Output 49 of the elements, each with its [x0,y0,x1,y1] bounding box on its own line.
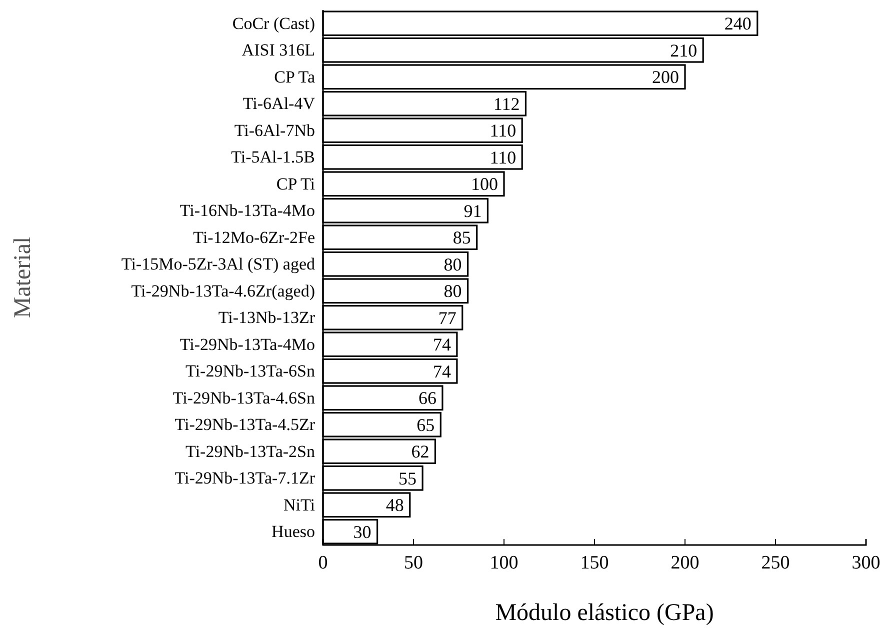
y-axis-title: Material [10,236,36,318]
x-tick-label: 100 [490,552,518,574]
y-tick-label: Ti-29Nb-13Ta-7.1Zr [174,468,316,488]
data-label: 240 [724,14,752,34]
x-tick-label: 200 [670,552,700,574]
data-label: 80 [444,254,462,274]
data-label: 110 [490,147,516,168]
y-tick-label: Ti-16Nb-13Ta-4Mo [180,201,315,220]
y-tick-label: Ti-6Al-4V [242,94,316,114]
data-label: 30 [353,522,372,542]
y-tick-label: Ti-15Mo-5Zr-3Al (ST) aged [121,254,316,274]
data-label: 62 [411,442,430,462]
x-tick-label: 300 [852,552,880,574]
data-label: 100 [471,174,498,194]
y-tick-label: Ti-12Mo-6Zr-2Fe [193,228,315,247]
data-label: 66 [418,388,436,408]
data-label: 210 [670,40,698,60]
y-tick-label: Ti-29Nb-13Ta-6Sn [186,362,316,381]
x-tick-label: 250 [761,552,790,574]
y-tick-label: CP Ta [274,67,316,86]
y-tick-label: AISI 316L [242,40,315,60]
y-tick-label: Ti-6Al-7Nb [234,120,315,140]
y-tick-label: Ti-29Nb-13Ta-4Mo [180,334,315,354]
data-label: 80 [444,281,462,302]
data-label: 112 [493,94,520,114]
data-label: 77 [438,308,456,328]
y-tick-label: Ti-29Nb-13Ta-2Sn [186,442,316,461]
y-tick-label: Ti-13Nb-13Zr [218,308,316,328]
y-tick-label: NiTi [283,495,316,514]
x-tick-label: 150 [580,552,609,574]
x-tick-label: 0 [318,552,328,574]
y-tick-label: Ti-29Nb-13Ta-4.6Zr(aged) [131,281,315,300]
y-tick-label: CoCr (Cast) [232,14,315,33]
data-label: 65 [416,414,435,435]
y-tick-label: Ti-5Al-1.5B [231,148,315,167]
y-tick-label: CP Ti [276,174,316,194]
x-tick-label: 50 [404,552,423,574]
data-label: 55 [398,468,417,488]
data-label: 48 [386,495,404,516]
data-label: 91 [464,200,482,221]
data-label: 110 [490,120,516,141]
x-axis-title: Módulo elástico (GPa) [495,600,714,626]
y-tick-label: Ti-29Nb-13Ta-4.6Sn [172,388,316,408]
data-label: 74 [432,334,451,355]
data-label: 85 [452,228,471,248]
data-label: 74 [432,361,451,382]
y-tick-label: Hueso [272,522,315,542]
y-tick-label: Ti-29Nb-13Ta-4.5Zr [174,415,316,434]
data-label: 200 [652,67,679,88]
